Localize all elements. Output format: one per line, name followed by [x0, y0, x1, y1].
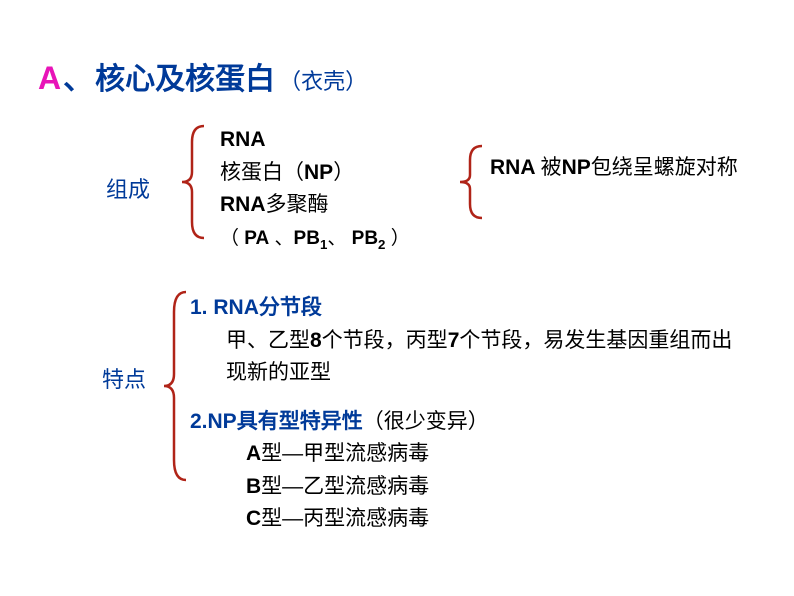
feature-1-title: 1. RNA分节段 [190, 292, 750, 325]
title-main: 核心及核蛋白 [95, 54, 275, 98]
right-note: RNA 被NP包绕呈螺旋对称 [490, 152, 750, 185]
comp-line4: （ PA 、PB1、 PB2 ） [220, 224, 410, 255]
type-b: B型—乙型流感病毒 [246, 471, 750, 504]
brace-composition [172, 122, 212, 242]
feature-2-title: 2.NP具有型特异性（很少变异） [190, 406, 750, 439]
type-a: A型—甲型流感病毒 [246, 438, 750, 471]
composition-label: 组成 [106, 172, 150, 204]
features-content: 1. RNA分节段 甲、乙型8个节段，丙型7个节段，易发生基因重组而出现新的亚型… [190, 292, 750, 536]
title-comma: 、 [63, 54, 93, 98]
title-letter: A [38, 60, 61, 97]
title-paren: （衣壳） [279, 64, 367, 96]
feature-1-body: 甲、乙型8个节段，丙型7个节段，易发生基因重组而出现新的亚型 [226, 325, 750, 390]
slide-title: A 、 核心及核蛋白 （衣壳） [38, 54, 367, 98]
comp-line1: RNA [220, 124, 410, 157]
brace-right-note [450, 142, 490, 222]
comp-line2: 核蛋白（NP） [220, 157, 410, 190]
brace-features [156, 286, 194, 486]
composition-content: RNA 核蛋白（NP） RNA多聚酶 （ PA 、PB1、 PB2 ） [220, 124, 410, 255]
features-label: 特点 [102, 362, 146, 394]
comp-line3: RNA多聚酶 [220, 189, 410, 222]
type-c: C型—丙型流感病毒 [246, 503, 750, 536]
